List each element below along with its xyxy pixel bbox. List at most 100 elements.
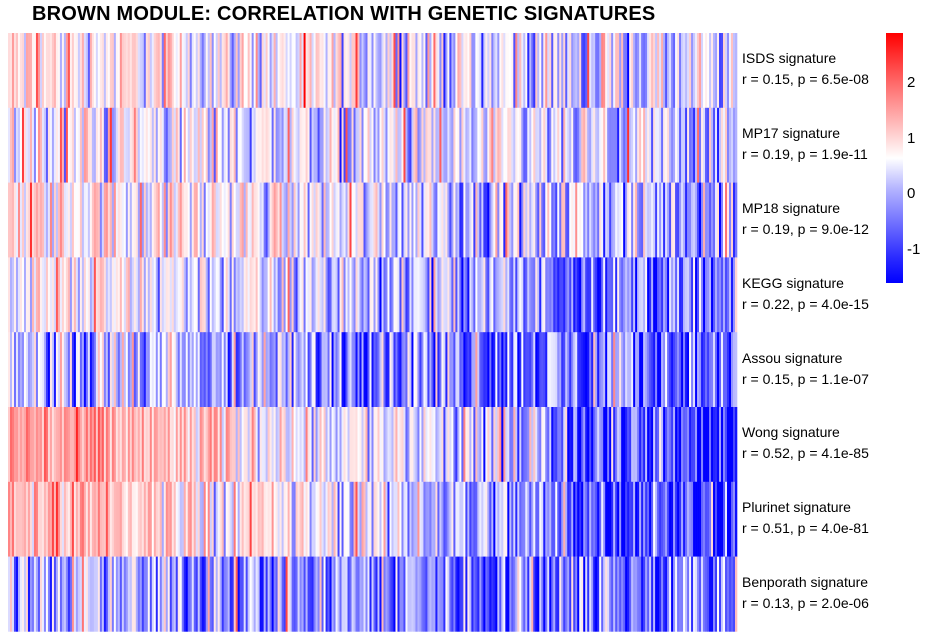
- heatmap-cell: [617, 407, 620, 483]
- heatmap-cell: [223, 182, 226, 258]
- heatmap-cell: [537, 107, 540, 183]
- heatmap-cell: [361, 481, 364, 557]
- heatmap-cell: [279, 107, 282, 183]
- heatmap-cell: [667, 407, 670, 483]
- heatmap-cell: [569, 481, 572, 557]
- heatmap-cell: [651, 481, 654, 557]
- heatmap-cell: [247, 556, 250, 632]
- heatmap-cell: [707, 556, 710, 632]
- heatmap-cell: [673, 481, 676, 557]
- heatmap-cell: [263, 481, 266, 557]
- heatmap-cell: [717, 332, 720, 408]
- heatmap-cell: [193, 107, 197, 183]
- heatmap-cell: [77, 33, 81, 109]
- heatmap-cell: [233, 107, 236, 183]
- heatmap-cell: [131, 33, 135, 109]
- heatmap-cell: [173, 407, 177, 483]
- heatmap-cell: [123, 407, 127, 483]
- heatmap-cell: [371, 257, 374, 333]
- heatmap-cell: [251, 556, 254, 632]
- heatmap-cell: [31, 556, 35, 632]
- heatmap-cell: [79, 332, 83, 408]
- heatmap-cell: [433, 332, 436, 408]
- heatmap-cell: [611, 332, 614, 408]
- heatmap-cell: [587, 257, 590, 333]
- heatmap-cell: [643, 257, 646, 333]
- heatmap-cell: [711, 33, 714, 109]
- heatmap-cell: [177, 407, 181, 483]
- heatmap-cell: [197, 332, 201, 408]
- heatmap-cell: [579, 332, 582, 408]
- heatmap-cell: [287, 33, 290, 109]
- heatmap-cell: [719, 556, 722, 632]
- heatmap-cell: [75, 257, 79, 333]
- heatmap-cell: [287, 556, 290, 632]
- heatmap-cell: [199, 107, 203, 183]
- heatmap-cell: [259, 407, 262, 483]
- heatmap-cell: [569, 332, 572, 408]
- heatmap-cell: [155, 182, 159, 258]
- heatmap-cell: [685, 107, 688, 183]
- heatmap-cell: [491, 182, 494, 258]
- heatmap-cell: [717, 107, 720, 183]
- heatmap-cell: [355, 407, 358, 483]
- heatmap-cell: [191, 556, 195, 632]
- heatmap-cell: [363, 481, 366, 557]
- heatmap-cell: [249, 332, 252, 408]
- heatmap-cell: [701, 332, 704, 408]
- heatmap-cell: [231, 33, 234, 109]
- heatmap-cell: [693, 257, 696, 333]
- heatmap-cell: [47, 407, 51, 483]
- heatmap-cell: [207, 257, 211, 333]
- heatmap-cell: [729, 33, 732, 109]
- heatmap-cell: [623, 257, 626, 333]
- heatmap-cell: [463, 332, 466, 408]
- heatmap-cell: [585, 332, 588, 408]
- heatmap-cell: [351, 407, 354, 483]
- heatmap-cell: [161, 407, 165, 483]
- heatmap-cell: [585, 556, 588, 632]
- heatmap-cell: [703, 257, 706, 333]
- heatmap-cell: [553, 407, 556, 483]
- heatmap-cell: [465, 33, 468, 109]
- heatmap-cell: [327, 33, 330, 109]
- heatmap-cell: [661, 332, 664, 408]
- heatmap-cell: [665, 33, 668, 109]
- heatmap-cell: [45, 332, 49, 408]
- heatmap-cell: [531, 556, 534, 632]
- heatmap-cell: [453, 481, 456, 557]
- heatmap-cell: [419, 556, 422, 632]
- heatmap-cell: [391, 33, 394, 109]
- heatmap-cell: [359, 182, 362, 258]
- heatmap-cell: [631, 182, 634, 258]
- heatmap-cell: [169, 257, 173, 333]
- heatmap-cell: [481, 332, 484, 408]
- heatmap-cell: [411, 556, 414, 632]
- heatmap-cell: [641, 33, 644, 109]
- heatmap-cell: [309, 107, 312, 183]
- heatmap-cell: [67, 33, 71, 109]
- heatmap-cell: [487, 182, 490, 258]
- heatmap-cell: [401, 407, 404, 483]
- heatmap-cell: [489, 257, 492, 333]
- heatmap-cell: [343, 407, 346, 483]
- heatmap-cell: [225, 107, 228, 183]
- heatmap-cell: [475, 33, 478, 109]
- heatmap-cell: [435, 481, 438, 557]
- heatmap-cell: [91, 332, 95, 408]
- heatmap-cell: [281, 481, 284, 557]
- heatmap-cell: [163, 33, 167, 109]
- heatmap-cell: [529, 332, 532, 408]
- heatmap-cell: [707, 107, 710, 183]
- heatmap-cell: [219, 33, 223, 109]
- heatmap-cell: [237, 407, 240, 483]
- heatmap-cell: [115, 257, 119, 333]
- heatmap-cell: [83, 481, 87, 557]
- heatmap-cell: [21, 407, 25, 483]
- heatmap-cell: [143, 332, 147, 408]
- heatmap-cell: [47, 257, 51, 333]
- heatmap-cell: [301, 257, 304, 333]
- heatmap-cell: [163, 257, 167, 333]
- heatmap-cell: [639, 481, 642, 557]
- heatmap-cell: [447, 257, 450, 333]
